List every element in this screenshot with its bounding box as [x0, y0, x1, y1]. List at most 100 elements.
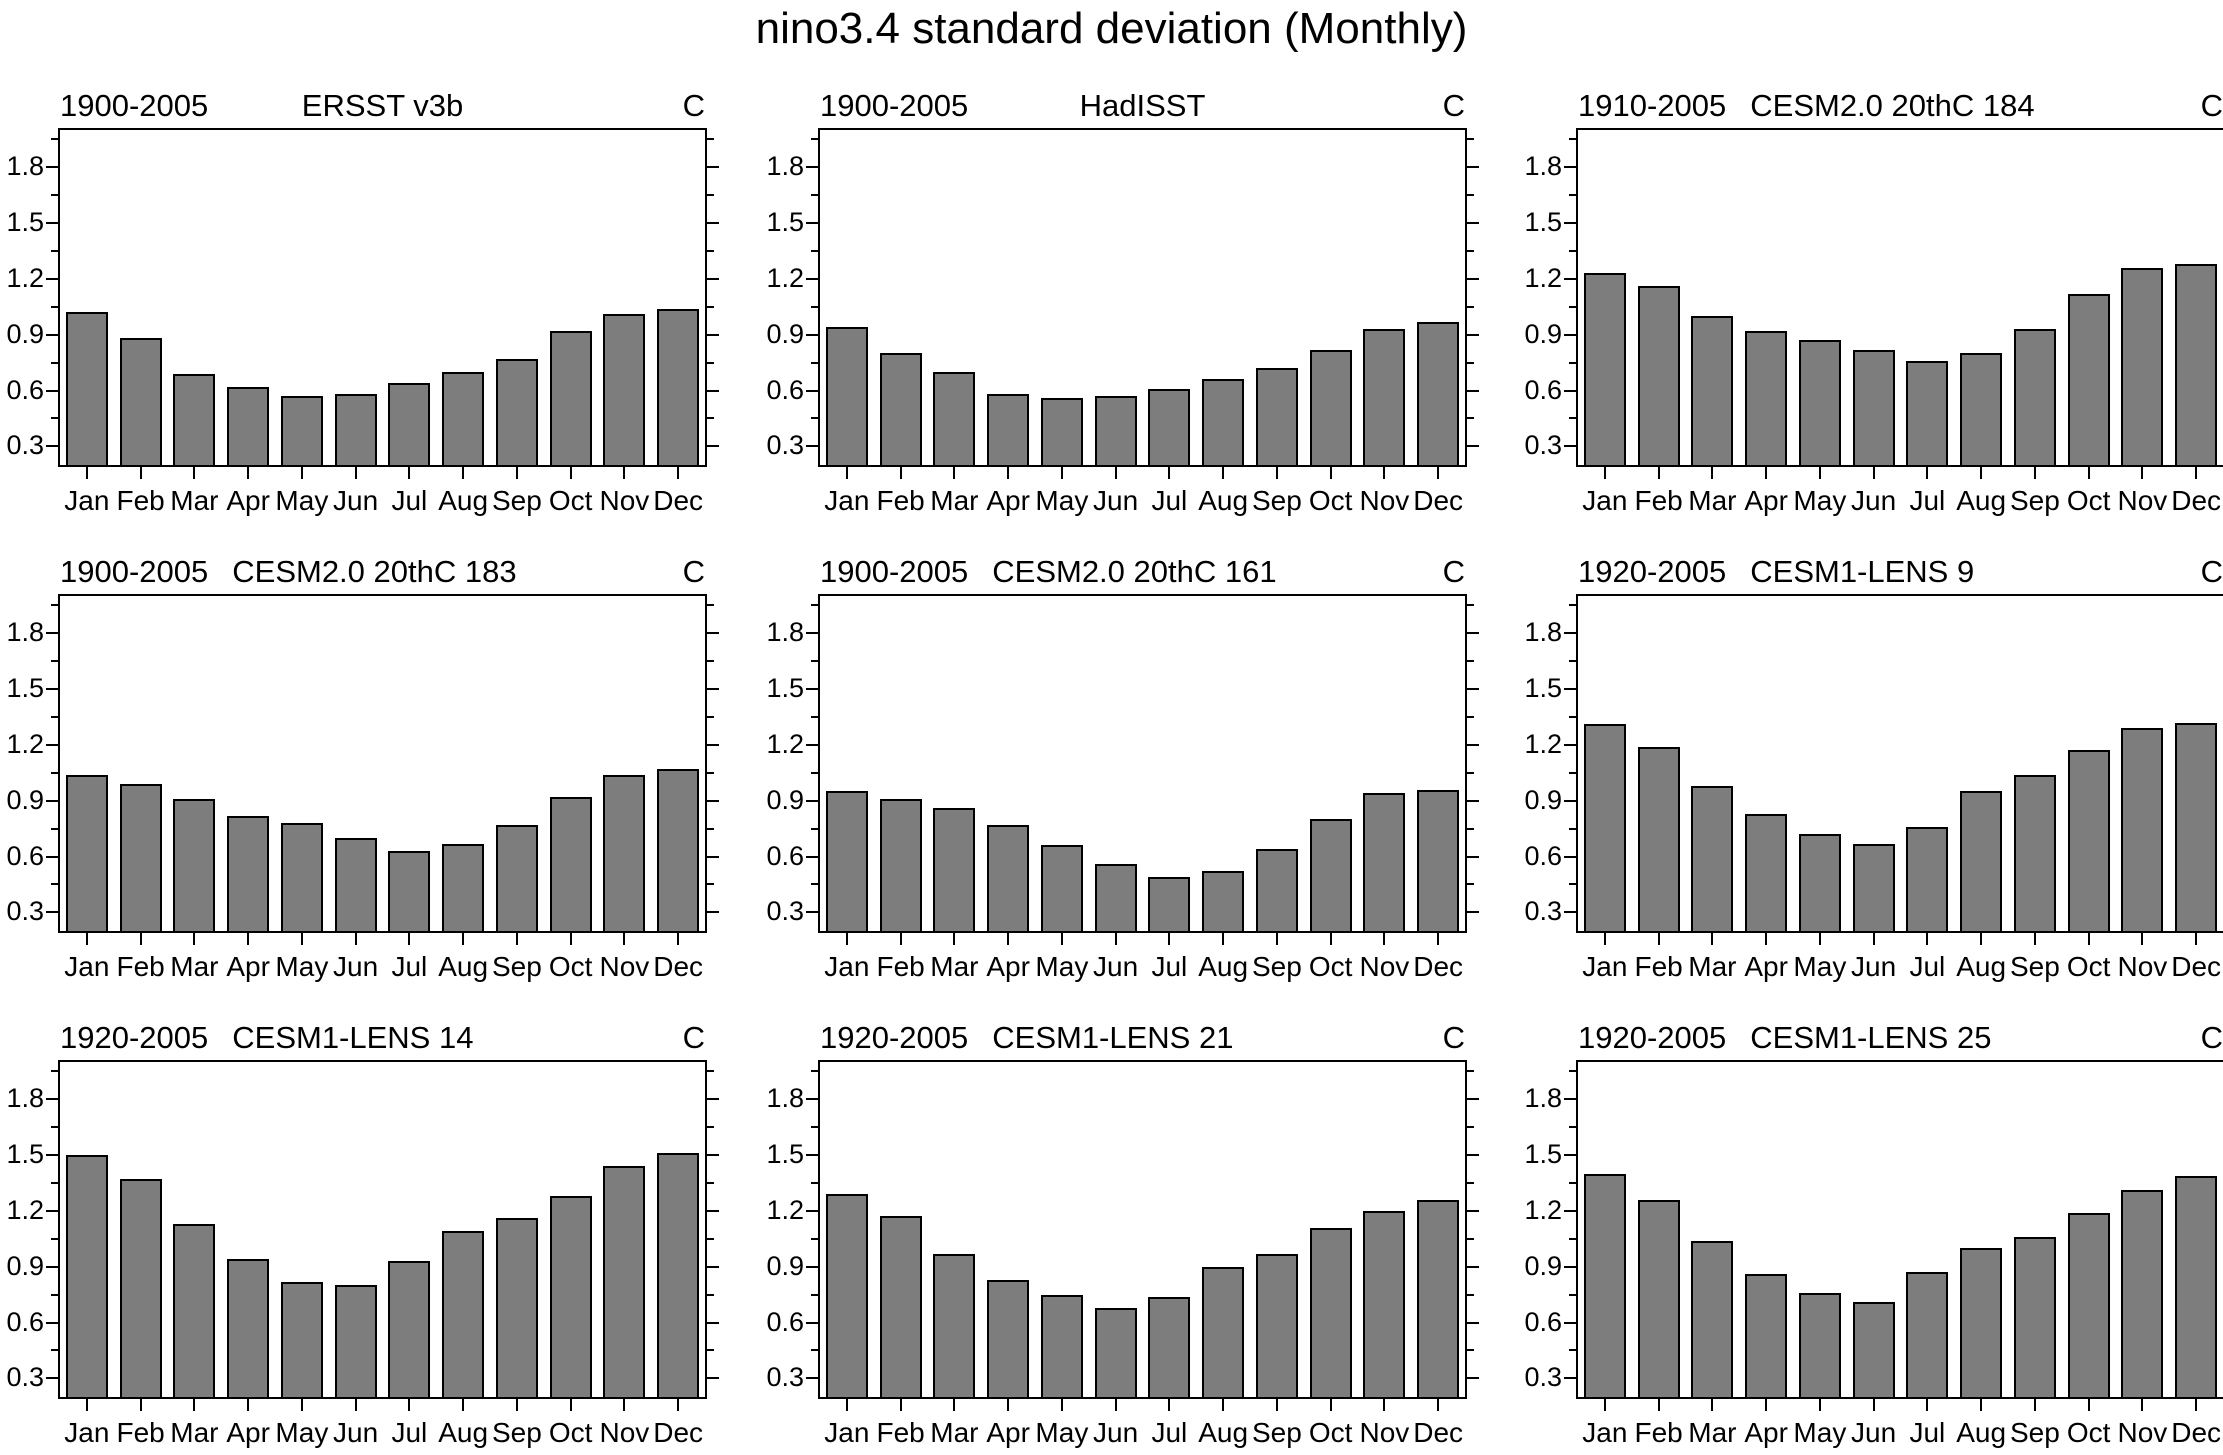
y-major-tick-left: [46, 1098, 58, 1101]
y-major-tick-right: [1467, 222, 1479, 225]
month-label-jun: Jun: [333, 1417, 379, 1448]
x-tick-feb: [1657, 933, 1660, 945]
chart-panel-cesm2-0-20thc-183: 1900-2005 CESM2.0 20thC 183 C 0.3 0.6 0.9 1.2 1…: [6, 554, 719, 982]
month-label-mar: Mar: [1688, 1417, 1737, 1448]
y-tick-label: 1.8: [766, 1083, 804, 1114]
x-tick-may: [1060, 467, 1063, 479]
y-tick-label: 1.2: [6, 728, 44, 759]
bar-may: [280, 823, 323, 931]
x-tick-apr: [1007, 467, 1010, 479]
y-tick-label: 0.6: [766, 840, 804, 871]
month-label-aug: Aug: [438, 1417, 489, 1448]
y-major-tick-left: [1564, 1265, 1576, 1268]
x-tick-mar: [953, 933, 956, 945]
bar-may: [1040, 398, 1083, 465]
plot-area: 1900-2005 CESM2.0 20thC 161 C 0.3 0.6 0.9 1.2 1…: [766, 554, 1479, 982]
bar-jan: [65, 312, 108, 465]
month-label-sep: Sep: [2009, 1417, 2060, 1448]
bar-jun: [1852, 349, 1895, 465]
y-minor-tick-left: [811, 660, 818, 663]
bar-dec: [2175, 264, 2218, 465]
bar-aug: [442, 1231, 485, 1397]
month-label-jan: Jan: [64, 951, 110, 982]
subplot-title: 1900-2005 ERSST v3b C: [60, 84, 705, 124]
x-tick-jan: [1603, 467, 1606, 479]
y-major-tick-left: [46, 632, 58, 635]
y-tick-label: 0.3: [766, 430, 804, 461]
y-minor-tick-right: [1467, 194, 1474, 197]
x-tick-apr: [247, 467, 250, 479]
x-tick-dec: [1437, 1399, 1440, 1411]
month-label-nov: Nov: [1359, 1417, 1410, 1448]
subplot-dataset-name: ERSST v3b: [301, 88, 464, 123]
x-tick-dec: [2195, 933, 2198, 945]
bar-jun: [334, 1285, 377, 1397]
y-major-tick-left: [806, 166, 818, 169]
subplot-title: 1900-2005 CESM2.0 20thC 161 C: [820, 550, 1465, 590]
bar-mar: [933, 1253, 976, 1397]
bar-dec: [1417, 789, 1460, 931]
month-label-feb: Feb: [116, 951, 165, 982]
x-tick-dec: [1437, 933, 1440, 945]
x-tick-nov: [623, 1399, 626, 1411]
month-label-apr: Apr: [1744, 485, 1788, 516]
y-major-tick-right: [707, 277, 719, 280]
month-label-oct: Oct: [2066, 951, 2111, 982]
x-tick-oct: [2087, 933, 2090, 945]
plot-area: 1910-2005 CESM2.0 20thC 184 C 0.3 0.6 0.9 1.2 1…: [1524, 88, 2223, 516]
x-tick-oct: [569, 1399, 572, 1411]
plot-area: 1920-2005 CESM1-LENS 25 C 0.3 0.6 0.9 1.2 1.5 1.…: [1524, 1020, 2223, 1448]
bar-jul: [388, 383, 431, 465]
y-minor-tick-right: [707, 1293, 714, 1296]
x-tick-jan: [845, 1399, 848, 1411]
subplot-period: 1900-2005: [60, 554, 209, 589]
y-tick-label: 1.8: [1524, 151, 1562, 182]
bar-dec: [1417, 321, 1460, 465]
month-label-aug: Aug: [1198, 485, 1249, 516]
y-major-tick-left: [806, 222, 818, 225]
bar-jul: [1906, 1272, 1949, 1397]
y-major-tick-left: [806, 445, 818, 448]
x-tick-sep: [1275, 933, 1278, 945]
y-tick-label: 0.9: [1524, 1250, 1562, 1281]
month-label-sep: Sep: [1251, 1417, 1302, 1448]
bar-mar: [173, 798, 216, 931]
y-major-tick-left: [46, 445, 58, 448]
x-tick-nov: [2141, 467, 2144, 479]
y-minor-tick-right: [1467, 827, 1474, 830]
y-major-tick-right: [1467, 911, 1479, 914]
x-tick-may: [1060, 1399, 1063, 1411]
y-major-tick-right: [707, 1265, 719, 1268]
y-minor-tick-right: [1467, 1126, 1474, 1129]
y-minor-tick-left: [1569, 361, 1576, 364]
y-tick-label: 1.2: [766, 262, 804, 293]
bar-oct: [1309, 1227, 1352, 1397]
y-tick-label: 1.8: [6, 617, 44, 648]
y-tick-label: 1.5: [1524, 206, 1562, 237]
bar-oct: [2067, 293, 2110, 465]
y-major-tick-left: [1564, 166, 1576, 169]
y-minor-tick-left: [51, 194, 58, 197]
month-label-jan: Jan: [1582, 951, 1628, 982]
y-major-tick-left: [1564, 688, 1576, 691]
y-minor-tick-left: [1569, 1293, 1576, 1296]
y-major-tick-left: [1564, 1209, 1576, 1212]
month-label-aug: Aug: [438, 951, 489, 982]
x-tick-jul: [1168, 1399, 1171, 1411]
bar-nov: [603, 314, 646, 465]
x-tick-mar: [193, 1399, 196, 1411]
month-label-nov: Nov: [1359, 951, 1410, 982]
y-minor-tick-left: [51, 604, 58, 607]
bar-jul: [1906, 826, 1949, 931]
bar-oct: [2067, 1212, 2110, 1397]
x-tick-mar: [193, 467, 196, 479]
bar-dec: [657, 769, 700, 931]
subplot-dataset-name: CESM2.0 20thC 184: [1750, 88, 2035, 123]
y-major-tick-left: [1564, 222, 1576, 225]
y-minor-tick-left: [51, 1293, 58, 1296]
chart-panel-cesm2-0-20thc-184: 1910-2005 CESM2.0 20thC 184 C 0.3 0.6 0.9 1.2 1…: [1524, 88, 2223, 516]
month-label-apr: Apr: [226, 951, 270, 982]
plot-area: 1900-2005 ERSST v3b C 0.3 0.6 0.9 1.2 1.5 1.8 Jan…: [6, 88, 719, 516]
x-tick-jul: [1926, 933, 1929, 945]
subplot-period: 1920-2005: [820, 1020, 969, 1055]
